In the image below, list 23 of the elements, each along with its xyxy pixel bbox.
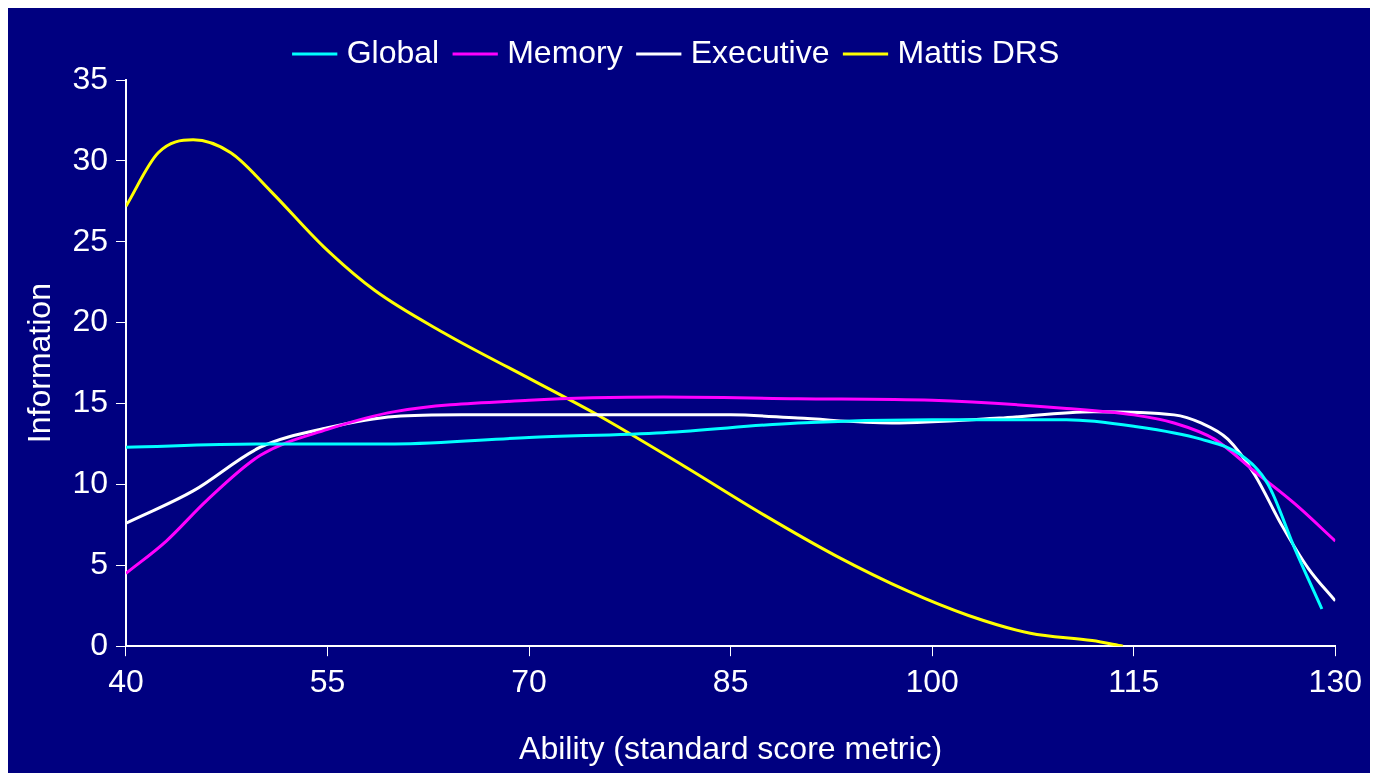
x-tick-label: 70: [511, 663, 547, 700]
y-axis-title: Information: [21, 283, 58, 444]
y-tick-label: 20: [72, 302, 108, 339]
x-tick-label: 40: [108, 663, 144, 700]
y-tick-label: 10: [72, 464, 108, 501]
x-tick-label: 130: [1308, 663, 1362, 700]
y-tick-label: 0: [90, 626, 108, 663]
y-tick-label: 30: [72, 140, 108, 177]
x-tick-label: 55: [309, 663, 346, 700]
y-tick-label: 35: [72, 59, 108, 96]
y-tick-label: 25: [72, 221, 108, 258]
legend-label: Global: [346, 33, 440, 70]
line-series: [125, 395, 1336, 575]
line-series: [125, 138, 1125, 647]
y-tick-label: 15: [72, 383, 108, 420]
x-tick-label: 85: [712, 663, 749, 700]
x-tick-label: 115: [1108, 663, 1160, 700]
legend-label: Executive: [690, 33, 830, 70]
legend-label: Memory: [507, 33, 623, 70]
x-tick-label: 100: [905, 663, 959, 700]
y-tick-label: 5: [90, 545, 108, 582]
legend-label: Mattis DRS: [897, 33, 1060, 70]
x-axis-title: Ability (standard score metric): [519, 729, 943, 766]
